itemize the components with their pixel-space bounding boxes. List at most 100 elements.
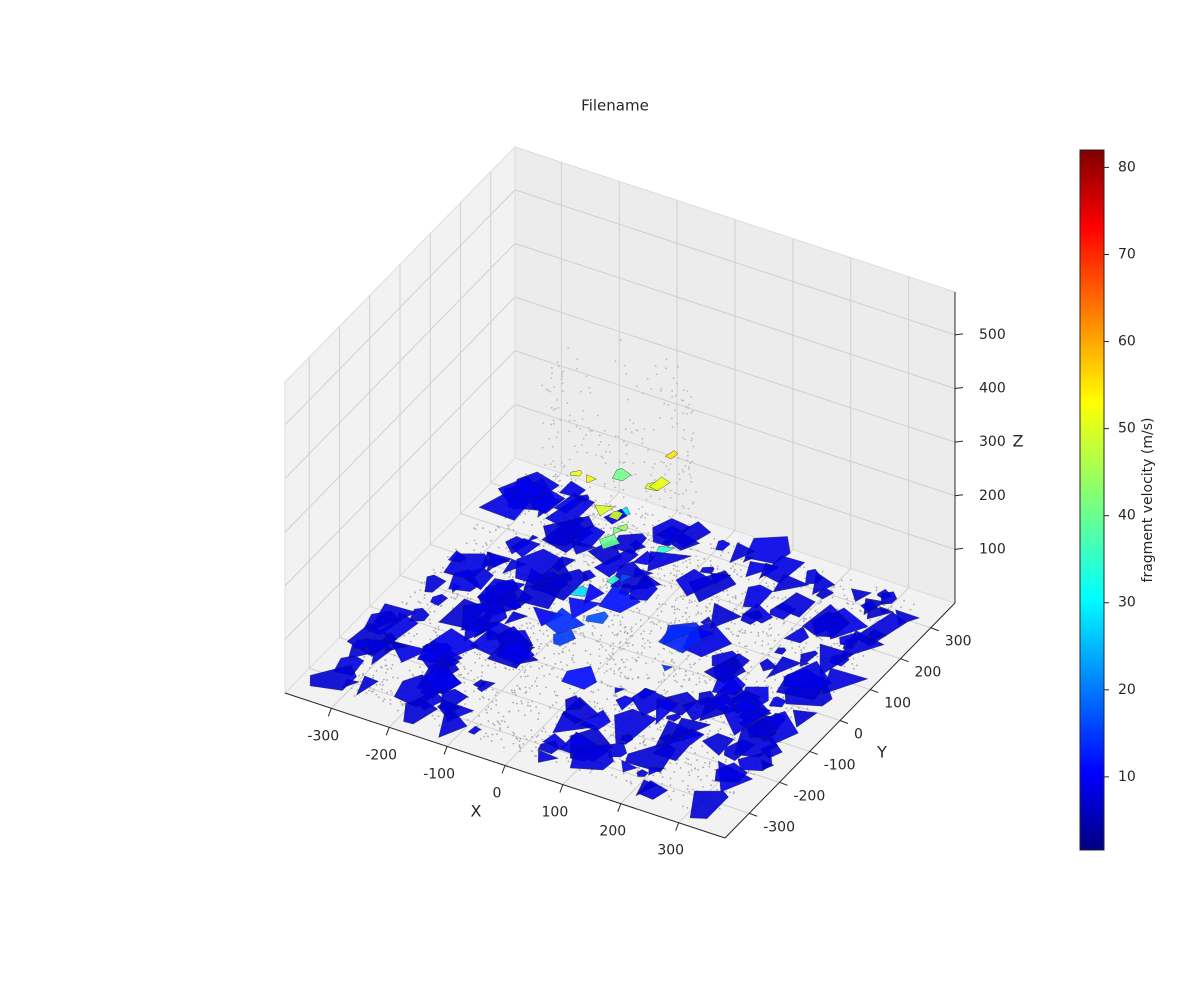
debris-dot xyxy=(770,634,772,637)
debris-dot xyxy=(523,671,526,674)
debris-dot xyxy=(627,677,629,680)
debris-dot xyxy=(833,586,835,589)
debris-dot xyxy=(552,460,555,463)
debris-dot xyxy=(531,684,534,687)
debris-dot xyxy=(875,586,878,589)
debris-dot xyxy=(604,729,607,732)
debris-dot xyxy=(582,409,584,412)
debris-dot xyxy=(525,738,528,741)
debris-dot xyxy=(654,365,657,368)
debris-dot xyxy=(583,636,586,639)
debris-dot xyxy=(530,709,532,712)
debris-dot xyxy=(872,648,875,651)
debris-dot xyxy=(545,643,547,645)
debris-dot xyxy=(485,708,488,711)
debris-dot xyxy=(571,657,573,659)
debris-dot xyxy=(689,514,691,517)
debris-dot xyxy=(553,465,556,468)
debris-dot xyxy=(689,462,691,465)
debris-dot xyxy=(578,769,581,772)
debris-dot xyxy=(593,523,596,526)
y-tick-label: 300 xyxy=(945,634,972,650)
debris-dot xyxy=(429,638,432,641)
debris-dot xyxy=(686,566,688,569)
debris-dot xyxy=(640,516,642,519)
debris-dot xyxy=(573,630,576,632)
debris-dot xyxy=(690,746,692,749)
debris-dot xyxy=(537,622,540,625)
debris-dot xyxy=(779,644,782,647)
debris-dot xyxy=(732,791,735,794)
debris-dot xyxy=(682,412,685,415)
debris-dot xyxy=(381,688,383,691)
debris-dot xyxy=(573,445,576,448)
debris-dot xyxy=(684,761,687,764)
debris-dot xyxy=(518,745,521,748)
debris-dot xyxy=(685,560,687,562)
debris-dot xyxy=(480,675,483,677)
debris-dot xyxy=(473,539,476,542)
debris-dot xyxy=(432,629,435,632)
debris-dot xyxy=(645,498,648,501)
debris-dot xyxy=(678,512,681,515)
debris-dot xyxy=(687,784,689,787)
debris-dot xyxy=(548,543,550,546)
debris-dot xyxy=(368,667,371,669)
debris-dot xyxy=(730,567,732,570)
debris-dot xyxy=(512,701,515,704)
debris-dot xyxy=(762,631,765,633)
debris-dot xyxy=(645,490,648,493)
debris-dot xyxy=(603,485,606,488)
fragment-shape xyxy=(561,696,601,724)
debris-dot xyxy=(706,606,709,609)
debris-dot xyxy=(440,571,443,574)
debris-dot xyxy=(686,390,689,392)
debris-dot xyxy=(524,669,527,672)
debris-dot xyxy=(480,723,482,726)
debris-dot xyxy=(518,627,521,630)
fragment-shape xyxy=(675,568,717,597)
debris-dot xyxy=(626,632,629,635)
debris-dot xyxy=(722,721,725,724)
debris-dot xyxy=(545,686,547,689)
debris-dot xyxy=(528,687,531,689)
colorbar-label: fragment velocity (m/s) xyxy=(1140,418,1156,583)
debris-dot xyxy=(683,592,685,595)
debris-dot xyxy=(806,707,809,710)
debris-dot xyxy=(463,665,465,668)
fragment-shape xyxy=(469,611,494,628)
debris-dot xyxy=(664,490,667,493)
debris-dot xyxy=(606,657,608,660)
fragment-shape xyxy=(648,476,671,491)
debris-dot xyxy=(542,727,545,730)
grid-line xyxy=(284,404,516,640)
debris-dot xyxy=(852,667,855,670)
debris-dot xyxy=(507,524,510,527)
debris-dot xyxy=(691,690,694,693)
debris-dot xyxy=(790,668,793,671)
debris-dot xyxy=(705,682,708,685)
debris-dot xyxy=(713,680,716,682)
debris-dot xyxy=(692,445,695,448)
debris-dot xyxy=(673,608,676,611)
debris-dot xyxy=(637,611,640,614)
debris-dot xyxy=(405,603,408,606)
debris-dot xyxy=(432,568,435,571)
debris-dot xyxy=(634,473,637,476)
fragment-shape xyxy=(850,588,873,602)
debris-dot xyxy=(603,672,606,674)
fragment-shape xyxy=(715,539,731,551)
debris-dot xyxy=(652,428,655,431)
debris-dot xyxy=(596,609,598,612)
debris-dot xyxy=(549,390,552,393)
debris-dot xyxy=(429,622,432,625)
debris-dot xyxy=(566,599,568,602)
debris-dot xyxy=(670,586,673,589)
debris-dot xyxy=(836,608,839,611)
debris-dot xyxy=(672,377,675,380)
debris-dot xyxy=(674,394,677,397)
debris-dot xyxy=(747,770,750,772)
debris-dot xyxy=(558,652,560,655)
fragment-shape xyxy=(367,603,419,633)
